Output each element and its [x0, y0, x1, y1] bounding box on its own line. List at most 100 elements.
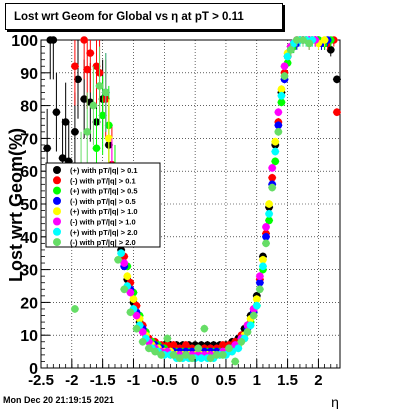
x-tick-label: -1.5 [90, 372, 116, 389]
data-point [246, 321, 255, 330]
data-point [120, 285, 129, 294]
legend-label: (+) with pT/|q| > 0.5 [70, 187, 138, 196]
chart-title: Lost wrt Geom for Global vs η at pT > 0.… [14, 11, 244, 23]
data-point [271, 157, 280, 166]
data-point [280, 72, 289, 80]
data-point [80, 36, 88, 44]
data-point [333, 108, 341, 116]
data-point [132, 324, 141, 333]
data-point [169, 351, 178, 359]
x-tick-label: -2 [65, 372, 78, 389]
x-tick-label: 1 [253, 372, 261, 389]
x-tick-label: -0.5 [151, 372, 177, 389]
y-tick-label: 30 [20, 263, 38, 280]
data-point [92, 144, 101, 153]
title-box: Lost wrt Geom for Global vs η at pT > 0.… [5, 3, 283, 30]
legend-label: (+) with pT/|q| > 1.0 [70, 207, 138, 216]
data-point [43, 144, 51, 153]
x-tick-label: 0 [191, 372, 199, 389]
legend-label: (-) with pT/|q| > 0.1 [70, 176, 136, 185]
y-tick-label: 70 [20, 131, 38, 148]
data-point [259, 262, 267, 271]
data-point [138, 328, 147, 336]
data-point [256, 272, 264, 280]
y-tick-label: 50 [20, 197, 38, 214]
data-point [145, 344, 153, 353]
legend-marker [53, 176, 61, 185]
data-point [265, 216, 273, 225]
data-point [114, 255, 122, 264]
y-tick-label: 100 [11, 33, 38, 50]
data-point [219, 341, 227, 349]
data-point [182, 341, 190, 349]
data-point [71, 128, 79, 136]
data-point [89, 101, 98, 110]
y-tick-label: 90 [20, 66, 38, 83]
data-point [293, 36, 301, 44]
legend-marker [53, 217, 61, 226]
data-point [277, 98, 286, 107]
data-point [212, 351, 221, 359]
data-point [92, 62, 101, 71]
legend-label: (-) with pT/|q| > 1.0 [70, 218, 136, 227]
legend-marker [53, 207, 61, 216]
data-point [163, 334, 172, 343]
data-point [265, 210, 273, 218]
data-point [74, 75, 82, 84]
data-point [256, 285, 264, 294]
data-point [49, 36, 58, 44]
data-point [58, 154, 67, 162]
data-point [98, 111, 107, 120]
data-point [271, 147, 280, 156]
legend-marker [53, 196, 61, 205]
legend-label: (-) with pT/|q| > 0.5 [70, 197, 136, 206]
data-point [105, 134, 113, 143]
data-point [274, 108, 283, 116]
data-point [83, 65, 92, 74]
data-points [43, 36, 341, 366]
data-point [197, 354, 206, 362]
legend-marker [53, 238, 61, 247]
x-tick-label: 1.5 [277, 372, 298, 389]
data-point [234, 344, 243, 353]
data-point [200, 324, 209, 333]
data-point [132, 311, 141, 320]
data-point [83, 128, 92, 136]
data-point [252, 295, 261, 303]
y-tick-label: 10 [20, 328, 38, 345]
legend-label: (-) with pT/|q| > 2.0 [70, 238, 136, 247]
legend-marker [53, 166, 61, 174]
data-point [117, 249, 125, 257]
data-point [206, 354, 215, 362]
grid [40, 39, 340, 369]
data-point [231, 357, 239, 366]
data-point [175, 354, 184, 362]
data-point [274, 128, 283, 136]
data-point [237, 337, 246, 346]
legend-marker [53, 227, 61, 236]
data-point [126, 288, 135, 297]
timestamp-footer: Mon Dec 20 21:19:15 2021 [3, 395, 115, 405]
data-point [256, 278, 264, 287]
x-axis-label: η [331, 394, 339, 409]
data-point [268, 183, 276, 192]
y-tick-label: 0 [29, 361, 38, 378]
data-point [262, 239, 270, 248]
data-point [182, 351, 190, 359]
data-point [252, 301, 261, 310]
data-point [86, 49, 95, 57]
legend-label: (+) with pT/|q| > 0.1 [70, 166, 138, 175]
axes: -2.5 -2 -1.5 -1 -0.5 0 0.5 1 1.5 2010203040506070… [11, 33, 338, 389]
data-point [52, 108, 61, 116]
data-point [262, 233, 270, 241]
data-point [283, 52, 292, 61]
data-point [157, 351, 166, 359]
data-point [259, 255, 267, 264]
data-point [151, 347, 159, 356]
data-point [265, 200, 273, 208]
data-point [169, 341, 178, 349]
data-point [123, 272, 132, 280]
data-point [249, 311, 258, 320]
legend-label: (+) with pT/|q| > 2.0 [70, 228, 138, 237]
